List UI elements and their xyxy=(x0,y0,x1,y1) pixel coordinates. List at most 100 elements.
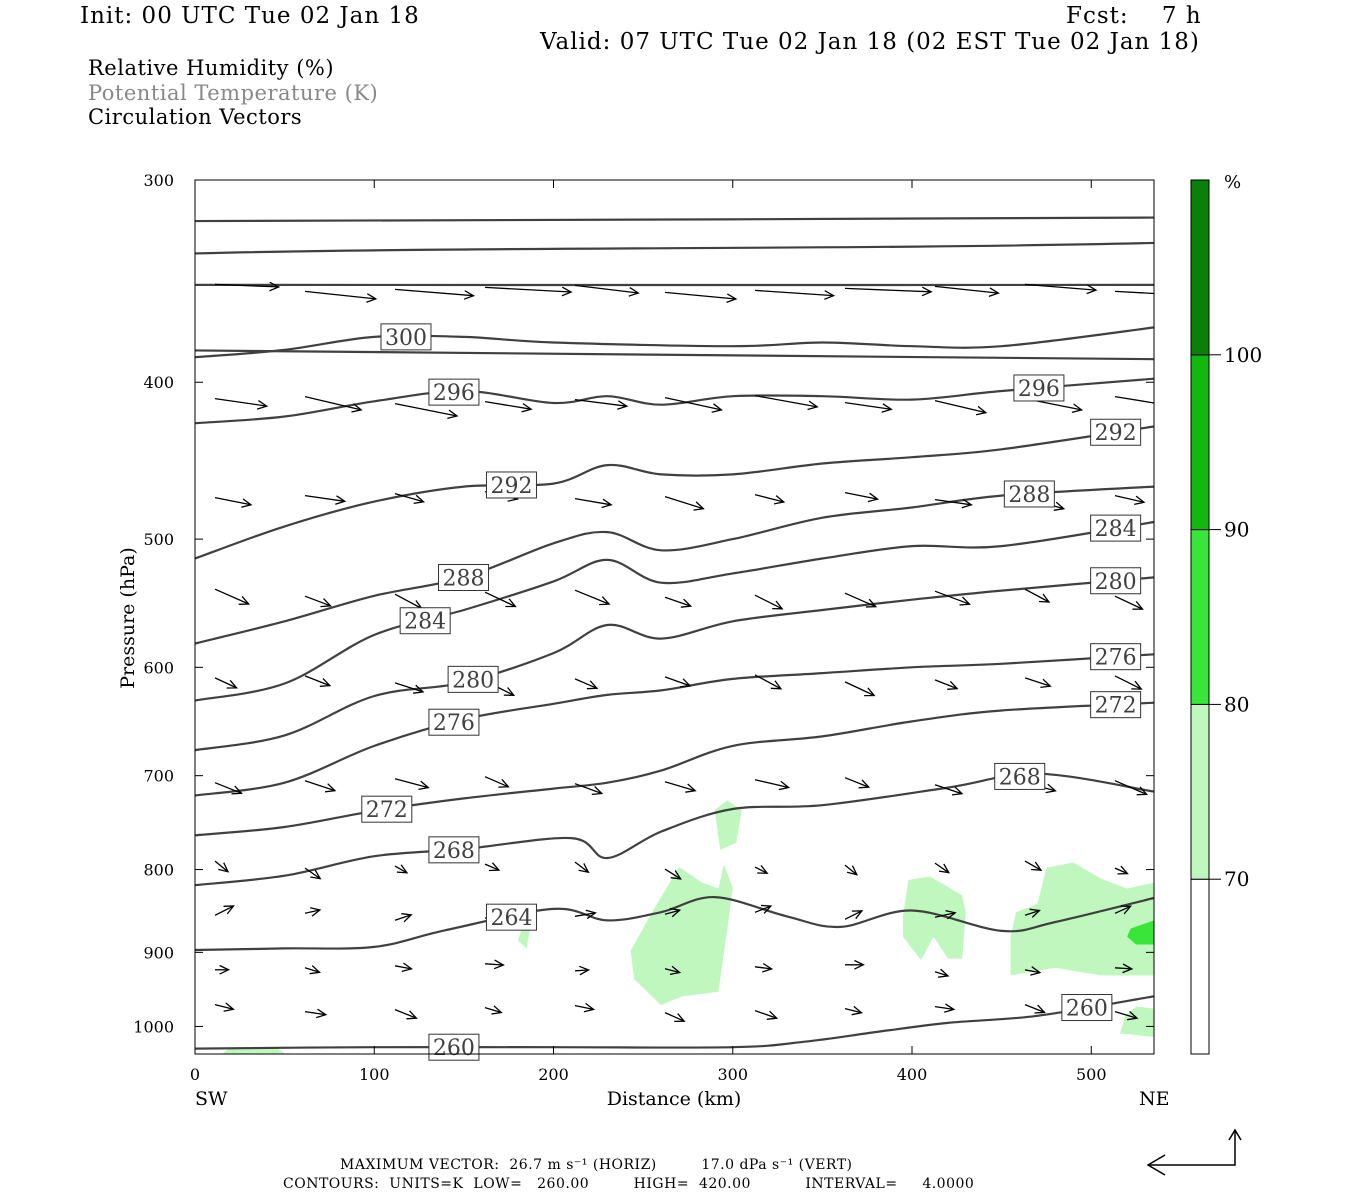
circulation-vector xyxy=(1024,1003,1046,1014)
circulation-vector xyxy=(304,867,322,880)
circulation-vector xyxy=(934,1003,956,1013)
circulation-vector xyxy=(1024,677,1052,689)
theta-contour-upper xyxy=(195,241,1154,255)
x-axis-title: Distance (km) xyxy=(607,1088,742,1110)
svg-text:260: 260 xyxy=(1066,997,1108,1022)
theta-contour-upper xyxy=(195,349,1154,361)
y-tick-label: 300 xyxy=(143,171,174,190)
circulation-vector xyxy=(214,905,235,916)
contour-label: 276 xyxy=(428,708,480,736)
circulation-vector xyxy=(574,497,613,509)
circulation-vector xyxy=(934,590,971,606)
colorbar-label: 90 xyxy=(1224,518,1249,542)
contour-label: 272 xyxy=(1090,691,1142,719)
theta-contour-292 xyxy=(195,425,1154,560)
circulation-vector xyxy=(934,679,959,690)
svg-text:284: 284 xyxy=(404,610,446,635)
circulation-vector xyxy=(1114,395,1154,404)
svg-text:268: 268 xyxy=(999,765,1041,790)
contour-label: 296 xyxy=(428,378,480,406)
circulation-vector xyxy=(1024,588,1051,603)
circulation-vector xyxy=(754,594,784,610)
circulation-vector xyxy=(394,962,413,973)
field-rh-label: Relative Humidity (%) xyxy=(88,56,335,80)
circulation-vector xyxy=(754,674,783,690)
x-tick-label: 200 xyxy=(538,1065,569,1084)
contour-label: 280 xyxy=(447,665,499,693)
circulation-vector xyxy=(664,396,723,413)
svg-text:280: 280 xyxy=(1095,570,1137,595)
circulation-vector xyxy=(304,494,347,505)
circulation-vector xyxy=(574,678,599,690)
circulation-vector xyxy=(574,861,590,874)
circulation-vector xyxy=(304,290,378,303)
circulation-vector xyxy=(934,784,964,796)
circulation-vector xyxy=(844,401,893,413)
theta-contour-268 xyxy=(195,772,1154,887)
circulation-vector xyxy=(754,493,786,505)
circulation-vector xyxy=(934,909,957,920)
circulation-vector xyxy=(754,1009,779,1020)
contour-label: 272 xyxy=(361,795,413,823)
circulation-vector xyxy=(754,289,836,300)
circulation-vector xyxy=(214,782,243,795)
circulation-vector xyxy=(214,860,230,873)
circulation-vector xyxy=(1114,905,1132,915)
colorbar-segment-below xyxy=(1190,878,1210,1055)
vector-scale-icon xyxy=(1146,1128,1242,1176)
circulation-vector xyxy=(1114,780,1149,796)
max-vector-info: MAXIMUM VECTOR: 26.7 m s⁻¹ (HORIZ) 17.0 … xyxy=(340,1157,853,1173)
y-tick-label: 700 xyxy=(143,767,174,786)
rh-region-70 xyxy=(630,864,733,1005)
circulation-vector xyxy=(574,1002,596,1013)
contour-label: 292 xyxy=(1090,418,1142,446)
circulation-vector xyxy=(1114,963,1134,974)
circulation-vector xyxy=(394,913,413,923)
init-time: Init: 00 UTC Tue 02 Jan 18 xyxy=(80,3,420,29)
circulation-vector xyxy=(1024,908,1041,918)
circulation-vector xyxy=(394,288,476,300)
circulation-vector xyxy=(574,909,597,920)
circulation-vector xyxy=(664,291,738,304)
circulation-vector xyxy=(934,498,973,509)
circulation-vector xyxy=(664,596,693,608)
rh-region-70 xyxy=(1119,1006,1154,1037)
theta-contour-296 xyxy=(195,377,1154,425)
circulation-vector xyxy=(214,397,269,410)
circulation-vector xyxy=(664,781,697,793)
circulation-vector xyxy=(484,400,533,413)
svg-text:272: 272 xyxy=(366,798,408,823)
circulation-vector xyxy=(1114,1010,1139,1021)
circulation-vector xyxy=(844,777,871,789)
circulation-vector xyxy=(754,394,819,411)
circulation-vector xyxy=(304,395,363,413)
circulation-vector xyxy=(484,862,501,872)
colorbar-unit: % xyxy=(1224,172,1241,193)
colorbar-segment-100 xyxy=(1190,179,1210,356)
x-tick-label: 400 xyxy=(897,1065,928,1084)
circulation-vector xyxy=(754,864,769,874)
circulation-vector xyxy=(484,591,517,608)
colorbar-label: 80 xyxy=(1224,692,1249,716)
circulation-vector xyxy=(484,286,573,297)
circulation-vector xyxy=(844,592,878,608)
circulation-vector xyxy=(754,962,774,973)
circulation-vector xyxy=(214,588,251,605)
x-axis-right-end: NE xyxy=(1139,1088,1170,1110)
circulation-vector xyxy=(1114,290,1154,295)
svg-text:288: 288 xyxy=(1008,483,1050,508)
circulation-vector xyxy=(664,868,682,880)
circulation-vector xyxy=(394,864,409,874)
theta-contour-288 xyxy=(195,485,1154,645)
contour-label: 288 xyxy=(438,564,490,592)
contour-label: 296 xyxy=(1013,374,1065,402)
circulation-vector xyxy=(304,595,332,608)
contour-label: 276 xyxy=(1090,643,1142,671)
y-tick-label: 400 xyxy=(143,373,174,392)
svg-text:284: 284 xyxy=(1095,517,1137,542)
circulation-vector xyxy=(484,1005,503,1015)
circulation-vector xyxy=(1114,865,1129,875)
circulation-vector xyxy=(304,965,321,975)
rh-region-70 xyxy=(1010,862,1154,976)
circulation-vector xyxy=(664,495,705,511)
